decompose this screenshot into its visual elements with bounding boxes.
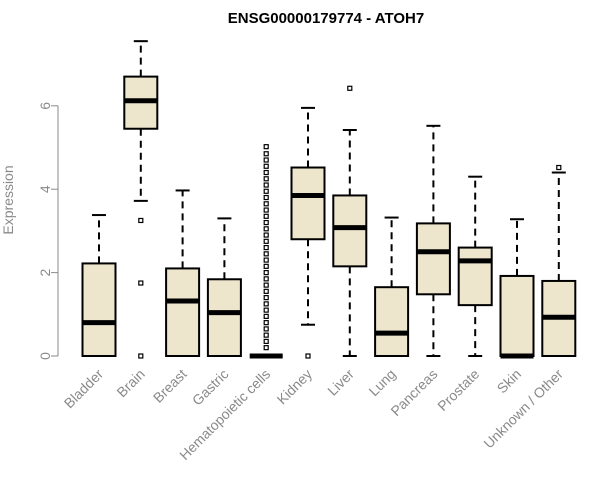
box-liver xyxy=(332,85,368,357)
outlier-point xyxy=(263,219,269,226)
x-tick-label: Kidney xyxy=(274,366,316,408)
outlier-point xyxy=(263,263,269,269)
box-bladder xyxy=(81,214,117,357)
y-axis: 0 2 4 6 xyxy=(37,102,59,360)
outlier-point xyxy=(263,307,269,313)
outlier-point xyxy=(263,213,269,219)
x-tick-label: Brain xyxy=(113,366,147,400)
outlier-point xyxy=(263,320,269,326)
outlier-point xyxy=(263,251,269,257)
outlier-point xyxy=(263,194,269,201)
box-skin xyxy=(499,218,535,359)
outlier-point xyxy=(263,313,269,319)
iqr-box xyxy=(206,278,242,357)
outlier-point xyxy=(263,182,269,188)
y-tick-label: 6 xyxy=(37,102,53,110)
outlier-point xyxy=(263,257,269,263)
x-tick-label: Unknown / Other xyxy=(480,366,566,452)
iqr-box xyxy=(290,166,326,241)
outlier-point xyxy=(263,276,269,282)
box-brain xyxy=(123,40,159,359)
iqr-box xyxy=(332,194,368,268)
outlier-point xyxy=(263,232,269,238)
y-tick-label: 2 xyxy=(37,268,53,276)
x-tick-label: Bladder xyxy=(61,366,107,412)
box-hematopoietic-cells xyxy=(249,144,283,359)
outlier-point xyxy=(138,353,144,359)
chart-title: ENSG00000179774 - ATOH7 xyxy=(228,10,425,27)
x-tick-label: Prostate xyxy=(434,366,482,414)
iqr-box xyxy=(374,286,410,358)
outlier-point xyxy=(263,295,269,301)
x-tick-label: Skin xyxy=(494,366,525,397)
outlier-point xyxy=(556,164,562,171)
outlier-point xyxy=(263,201,269,207)
outlier-point xyxy=(263,326,269,332)
x-tick-label: Lung xyxy=(365,366,398,399)
outlier-point xyxy=(263,238,269,244)
outlier-point xyxy=(263,188,269,194)
outlier-point xyxy=(263,338,269,345)
x-tick-label: Breast xyxy=(150,366,190,406)
x-tick-label: Liver xyxy=(324,366,357,399)
boxes-layer xyxy=(81,40,577,359)
box-breast xyxy=(165,189,201,357)
outlier-point xyxy=(263,157,269,163)
outlier-point xyxy=(263,345,269,351)
iqr-box xyxy=(81,262,117,357)
outlier-point xyxy=(305,353,311,359)
outlier-point xyxy=(263,301,269,307)
box-unknown-other xyxy=(541,164,577,357)
outlier-point xyxy=(263,270,269,276)
outlier-point xyxy=(263,282,269,288)
outlier-point xyxy=(263,144,269,150)
iqr-box xyxy=(499,274,535,358)
y-tick-label: 4 xyxy=(37,185,53,193)
box-gastric xyxy=(206,217,242,357)
outlier-point xyxy=(263,176,269,182)
outlier-point xyxy=(263,244,269,251)
outlier-point xyxy=(138,280,144,286)
box-pancreas xyxy=(415,124,451,357)
box-lung xyxy=(374,216,410,358)
iqr-box xyxy=(165,267,201,357)
iqr-box xyxy=(415,222,451,296)
outlier-point xyxy=(263,169,269,176)
outlier-point xyxy=(263,332,269,338)
outlier-point xyxy=(138,217,144,224)
box-kidney xyxy=(290,106,326,359)
y-axis-label: Expression xyxy=(0,165,16,234)
iqr-box xyxy=(457,246,493,307)
outlier-point xyxy=(263,288,269,294)
outlier-point xyxy=(263,151,269,157)
outlier-point xyxy=(347,85,353,91)
outlier-point xyxy=(263,207,269,213)
outlier-point xyxy=(263,226,269,232)
outlier-point xyxy=(263,163,269,169)
box-prostate xyxy=(457,175,493,357)
y-tick-label: 0 xyxy=(37,352,53,360)
